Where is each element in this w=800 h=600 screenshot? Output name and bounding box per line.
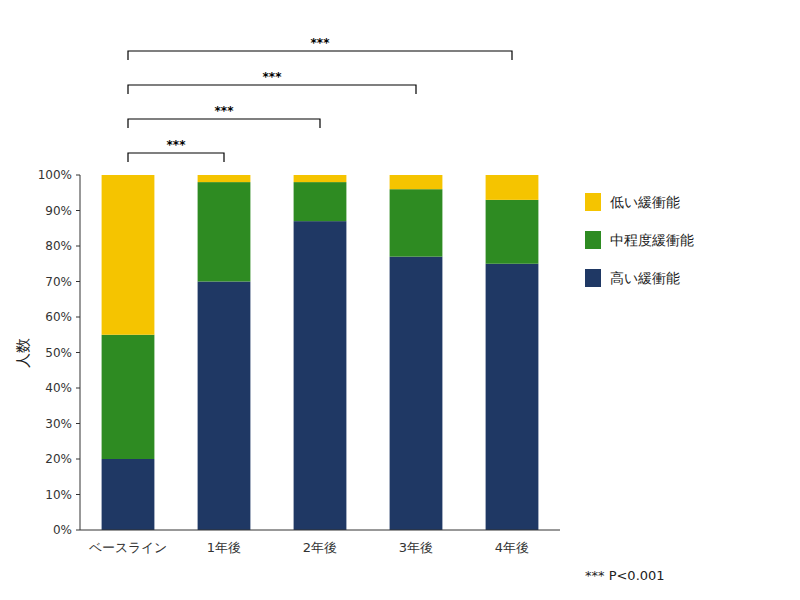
y-tick-label: 60% — [45, 310, 72, 324]
significance-bracket: *** — [128, 138, 224, 162]
y-tick-label: 90% — [45, 204, 72, 218]
x-axis — [80, 530, 560, 531]
bar — [390, 257, 443, 530]
y-tick-label: 80% — [45, 239, 72, 253]
y-tick-label: 50% — [45, 346, 72, 360]
bar — [102, 175, 155, 335]
bar — [198, 175, 251, 182]
y-tick — [76, 210, 80, 211]
y-axis-label: 人数 — [14, 338, 32, 368]
bars — [102, 175, 539, 530]
bar — [486, 264, 539, 530]
y-tick — [76, 388, 80, 389]
bracket-line — [128, 85, 416, 94]
y-tick-label: 20% — [45, 452, 72, 466]
x-tick-label: 4年後 — [495, 540, 529, 555]
legend-swatch — [585, 269, 601, 287]
bar — [102, 459, 155, 530]
y-tick — [76, 317, 80, 318]
significance-bracket: *** — [128, 70, 416, 94]
chart: 0% 10% 20% 30% 40% 50% 60% 70% 80% 90% 100% ベースライン 1… — [0, 0, 800, 600]
legend: 低い緩衝能中程度緩衝能高い緩衝能 — [585, 193, 694, 287]
legend-swatch — [585, 193, 601, 211]
x-tick-label: 3年後 — [399, 540, 433, 555]
note: *** P<0.001 — [585, 568, 665, 583]
y-tick-label: 40% — [45, 381, 72, 395]
legend-label: 中程度緩衝能 — [610, 232, 694, 248]
bar — [294, 175, 347, 182]
y-tick — [76, 423, 80, 424]
x-tick-label: 2年後 — [303, 540, 337, 555]
bracket-line — [128, 119, 320, 128]
y-tick — [76, 494, 80, 495]
y-tick-label: 0% — [53, 523, 72, 537]
bar — [390, 189, 443, 256]
bar — [486, 175, 539, 200]
legend-swatch — [585, 231, 601, 249]
bar — [294, 221, 347, 530]
bracket-label: *** — [215, 104, 235, 118]
y-tick — [76, 175, 80, 176]
bracket-label: *** — [263, 70, 283, 84]
y-tick-label: 70% — [45, 275, 72, 289]
y-tick-label: 10% — [45, 488, 72, 502]
significance-bracket: *** — [128, 104, 320, 128]
bar — [198, 282, 251, 531]
bracket-label: *** — [311, 36, 331, 50]
y-tick-label: 100% — [38, 168, 72, 182]
y-tick-label: 30% — [45, 417, 72, 431]
bar — [198, 182, 251, 281]
legend-label: 高い緩衝能 — [610, 270, 680, 286]
bracket-line — [128, 51, 512, 60]
y-tick — [76, 246, 80, 247]
bar — [486, 200, 539, 264]
bracket-line — [128, 153, 224, 162]
bar — [102, 335, 155, 459]
legend-label: 低い緩衝能 — [610, 194, 680, 210]
x-tick-label: 1年後 — [207, 540, 241, 555]
y-tick — [76, 530, 80, 531]
y-tick — [76, 459, 80, 460]
bracket-label: *** — [167, 138, 187, 152]
bar — [294, 182, 347, 221]
significance-bracket: *** — [128, 36, 512, 60]
bar — [390, 175, 443, 189]
x-tick-label: ベースライン — [89, 540, 167, 555]
y-tick — [76, 281, 80, 282]
y-tick — [76, 352, 80, 353]
